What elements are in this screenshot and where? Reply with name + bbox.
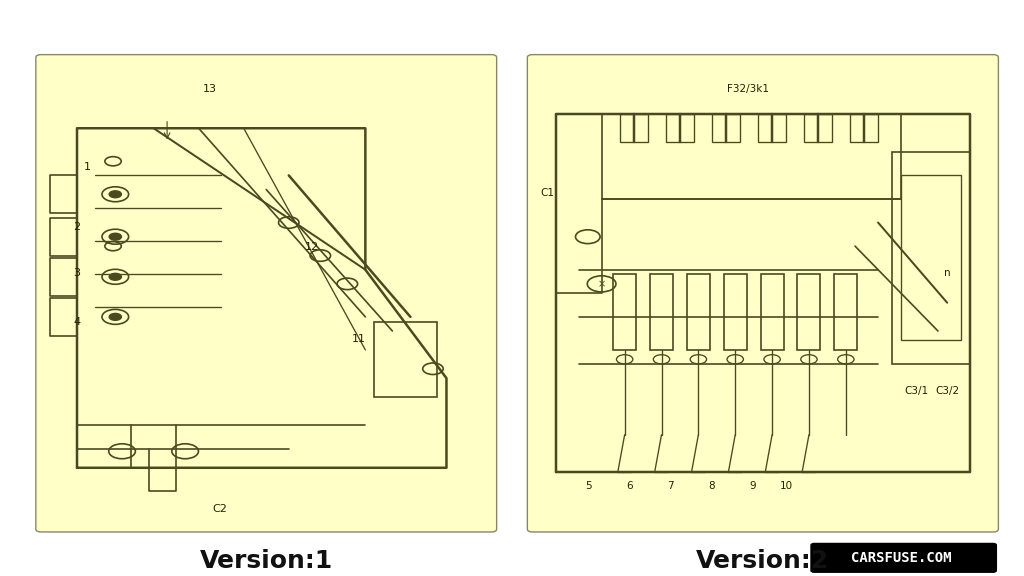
FancyBboxPatch shape (36, 55, 497, 532)
Text: 5: 5 (586, 481, 592, 491)
Bar (650, 274, 673, 350)
Bar (687, 274, 710, 350)
Text: C1: C1 (541, 188, 555, 198)
Text: 4: 4 (74, 317, 80, 327)
Text: C3/1: C3/1 (904, 386, 929, 396)
Text: CARSFUSE.COM: CARSFUSE.COM (851, 551, 951, 565)
Text: C3/2: C3/2 (935, 386, 959, 396)
Text: Version:2: Version:2 (696, 549, 829, 573)
Text: Version:1: Version:1 (200, 549, 333, 573)
Text: 10: 10 (780, 481, 793, 491)
Text: 9: 9 (750, 481, 756, 491)
Bar (724, 274, 746, 350)
Text: F32/3k1: F32/3k1 (726, 84, 769, 94)
Text: 2: 2 (74, 222, 80, 232)
Bar (892, 152, 971, 364)
Text: ×: × (598, 279, 605, 289)
Bar (835, 274, 857, 350)
Bar (713, 114, 739, 142)
Bar (613, 274, 636, 350)
Circle shape (110, 191, 122, 198)
FancyBboxPatch shape (811, 544, 996, 572)
Circle shape (110, 313, 122, 320)
Text: 1: 1 (84, 162, 90, 172)
Bar (621, 114, 648, 142)
Circle shape (110, 274, 122, 281)
Bar (375, 321, 437, 397)
Bar (667, 114, 694, 142)
Bar (761, 274, 783, 350)
Text: 8: 8 (709, 481, 715, 491)
Text: 12: 12 (305, 242, 319, 252)
Bar (850, 114, 879, 142)
Text: 3: 3 (74, 268, 80, 278)
Bar (758, 114, 786, 142)
Text: 11: 11 (351, 334, 366, 344)
Text: n: n (944, 268, 950, 278)
Bar (805, 114, 833, 142)
Text: 7: 7 (668, 481, 674, 491)
FancyBboxPatch shape (527, 55, 998, 532)
Text: C2: C2 (213, 504, 227, 514)
Bar (901, 176, 962, 340)
Text: 13: 13 (203, 84, 217, 94)
Circle shape (110, 233, 122, 240)
Bar (798, 274, 820, 350)
Text: 6: 6 (627, 481, 633, 491)
